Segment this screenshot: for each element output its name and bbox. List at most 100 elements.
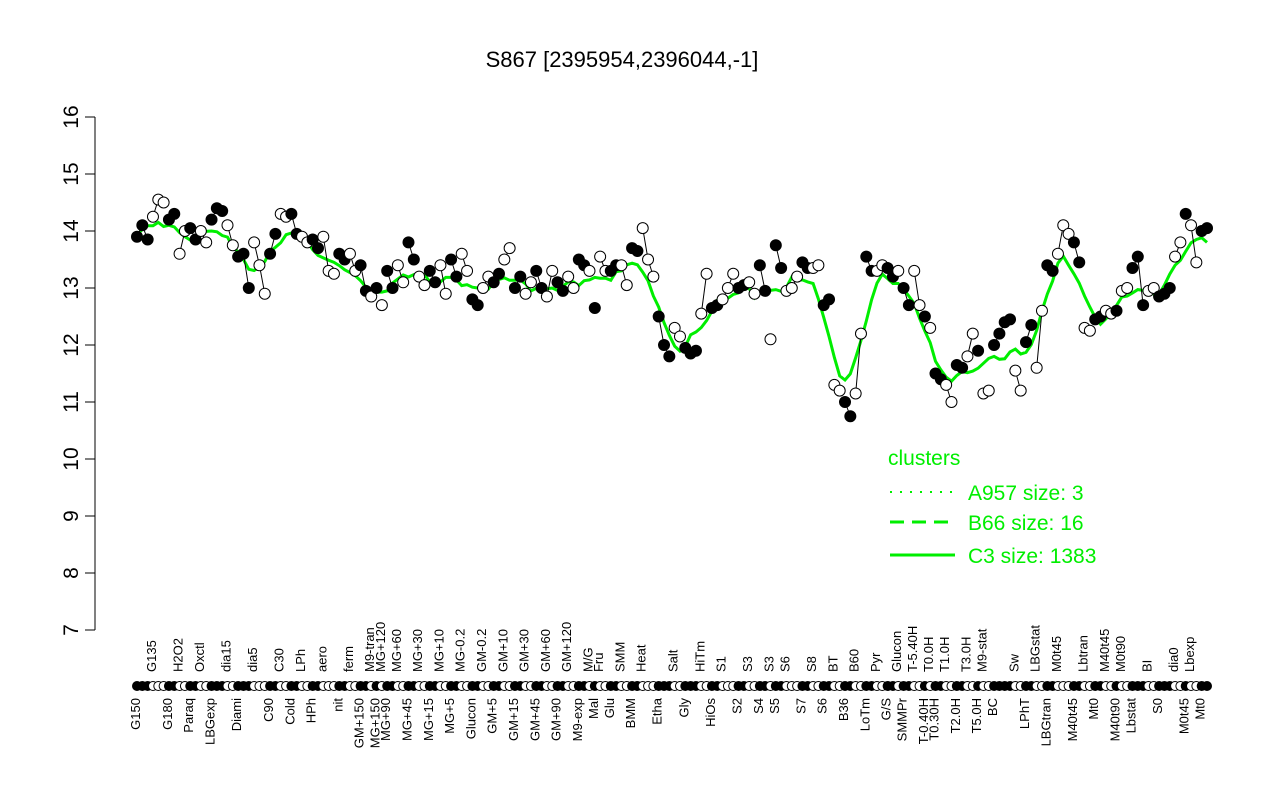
data-point [386,282,399,294]
x-tick-label: M40t45 [1097,629,1112,672]
data-point [354,259,367,272]
data-point [487,276,500,289]
data-point [253,259,266,272]
data-point [1014,384,1027,397]
x-tick-label: HiOs [703,698,718,727]
data-point [908,264,921,277]
x-tick-label: aero [314,646,329,672]
data-point [1185,219,1198,232]
y-tick-label: 12 [60,333,83,356]
data-point [759,284,772,297]
x-tick-label: nit [330,698,345,712]
data-point [1190,256,1203,269]
x-tick-label: GM+5 [485,698,500,734]
data-point [716,293,729,306]
x-tick-label: GM+60 [538,629,553,672]
x-tick-label: BI [1139,660,1154,672]
x-tick-label: LBGexp [203,698,218,745]
y-tick-label: 9 [60,510,83,522]
data-point [769,239,782,252]
data-point [775,262,788,275]
data-point [1035,304,1048,317]
data-point [535,282,548,294]
data-point [1147,282,1160,294]
x-tick-label: GM+90 [549,698,564,741]
x-tick-label: G150 [128,698,143,730]
y-tick-label: 8 [60,567,83,579]
data-point [477,282,490,294]
x-tick-label: MG+15 [421,698,436,741]
x-tick-label: Gly [676,698,691,718]
x-tick-label: LPhT [1017,698,1032,729]
data-point [1004,313,1017,326]
x-tick-label: HiTm [692,641,707,672]
data-point [1083,324,1096,337]
x-tick-label: C90 [261,698,276,722]
data-point [652,310,665,323]
data-point [1057,219,1070,232]
data-point [450,270,463,283]
data-point [636,222,649,235]
x-tick-label: LBGstat [1028,625,1043,672]
y-tick-label: 16 [60,105,83,128]
chart-title: S867 [2395954,2396044,-1] [486,47,759,72]
data-point [439,287,452,300]
data-point [556,284,569,297]
x-tick-label: GM+30 [517,629,532,672]
data-point [924,321,937,334]
data-point [461,264,474,277]
data-point [221,219,234,232]
x-tick-label: C30 [272,648,287,672]
x-tick-label: BMM [623,698,638,728]
x-tick-label: Mt0 [1193,698,1208,720]
x-tick-label: GM+120 [559,622,574,672]
x-tick-label: LPh [293,649,308,672]
x-tick-label: SMM [612,642,627,672]
data-point [157,196,170,209]
data-point [524,276,537,289]
data-point [918,310,931,323]
x-tick-label: Lbexp [1182,637,1197,672]
data-point [668,321,681,334]
data-point [375,299,388,312]
data-point [594,250,607,263]
data-point [237,247,250,260]
y-tick-label: 13 [60,276,83,299]
x-tick-label: T0.30H [927,698,942,741]
data-point [1020,336,1033,349]
x-tick-label: Glu [602,698,617,718]
x-tick-label: S6 [777,656,792,672]
data-point [503,242,516,255]
data-point [743,276,756,289]
data-point [205,213,218,226]
y-tick-label: 15 [60,162,83,185]
x-tick-label: M40t90 [1108,698,1123,741]
x-tick-label: Cold [282,698,297,725]
data-point [721,282,734,294]
data-point [700,267,713,280]
data-point [993,327,1006,340]
x-tick-label: Lbstat [1123,698,1138,734]
x-tick-label: T-5.40H [905,626,920,672]
x-tick-label: GM+45 [527,698,542,741]
y-tick-label: 14 [60,219,83,243]
x-tick-label: S3 [740,656,755,672]
group-line [855,333,862,394]
data-point [1179,207,1192,220]
data-point [663,350,676,363]
x-tick-label: Pyr [868,652,883,672]
data-point [1051,247,1064,260]
x-tick-label: B36 [836,698,851,721]
data-point [854,327,867,340]
data-point [849,387,862,400]
x-tick-label: MG+5 [442,698,457,734]
data-point [689,344,702,357]
data-point [1067,236,1080,249]
x-tick-label: ferm [341,646,356,672]
x-tick-label: Etha [650,697,665,725]
data-point [647,270,660,283]
x-tick-label: T-0.40H [916,698,931,744]
data-point [583,264,596,277]
x-tick-label: M0t90 [1113,636,1128,672]
